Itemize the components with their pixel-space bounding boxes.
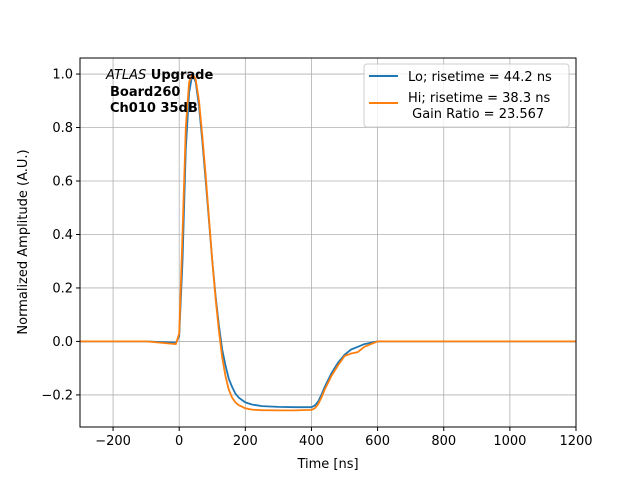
legend-box [363, 63, 570, 128]
legend-label-hi-gain: Gain Ratio = 23.567 [408, 107, 544, 122]
x-tick-label: 600 [365, 434, 390, 449]
y-tick-label: 0.4 [52, 228, 73, 243]
y-axis-ticks: −0.2 0.0 0.2 0.4 0.6 0.8 1.0 [41, 68, 80, 403]
x-tick-label: 800 [431, 434, 456, 449]
svg-text:ATLAS Upgrade: ATLAS Upgrade [105, 68, 213, 83]
x-tick-label: 200 [233, 434, 258, 449]
y-tick-label: 0.0 [52, 335, 73, 350]
y-tick-label: 1.0 [52, 68, 73, 83]
annotation-board: Board260 [110, 85, 180, 100]
y-tick-label: −0.2 [41, 388, 73, 403]
x-tick-label: 1000 [493, 434, 526, 449]
x-axis-label: Time [ns] [296, 457, 358, 472]
annotation-channel: Ch010 35dB [110, 101, 198, 116]
legend-label-lo: Lo; risetime = 44.2 ns [408, 70, 552, 85]
svg-text:Hi; risetime = 38.3 ns: Hi; risetime = 38.3 ns Gain Ratio = 23.5… [408, 91, 554, 122]
x-tick-label: 0 [175, 434, 183, 449]
y-tick-label: 0.6 [52, 175, 73, 190]
legend: Lo; risetime = 44.2 ns Hi; risetime = 38… [363, 63, 570, 128]
x-tick-label: −200 [95, 434, 131, 449]
annotation-atlas: ATLAS [105, 68, 146, 83]
x-axis-ticks: −200 0 200 400 600 800 1000 1200 [95, 427, 593, 449]
series-line-hi [80, 73, 576, 412]
x-tick-label: 400 [299, 434, 324, 449]
y-tick-label: 0.8 [52, 121, 73, 136]
legend-label-hi: Hi; risetime = 38.3 ns [408, 91, 550, 106]
y-axis-label: Normalized Amplitude (A.U.) [16, 149, 31, 334]
series-layer [80, 73, 576, 412]
annotation: ATLAS Upgrade Board260 Ch010 35dB [105, 68, 213, 116]
y-tick-label: 0.2 [52, 281, 73, 296]
x-tick-label: 1200 [559, 434, 592, 449]
annotation-upgrade: Upgrade [146, 68, 213, 83]
plot-frame [79, 57, 577, 428]
